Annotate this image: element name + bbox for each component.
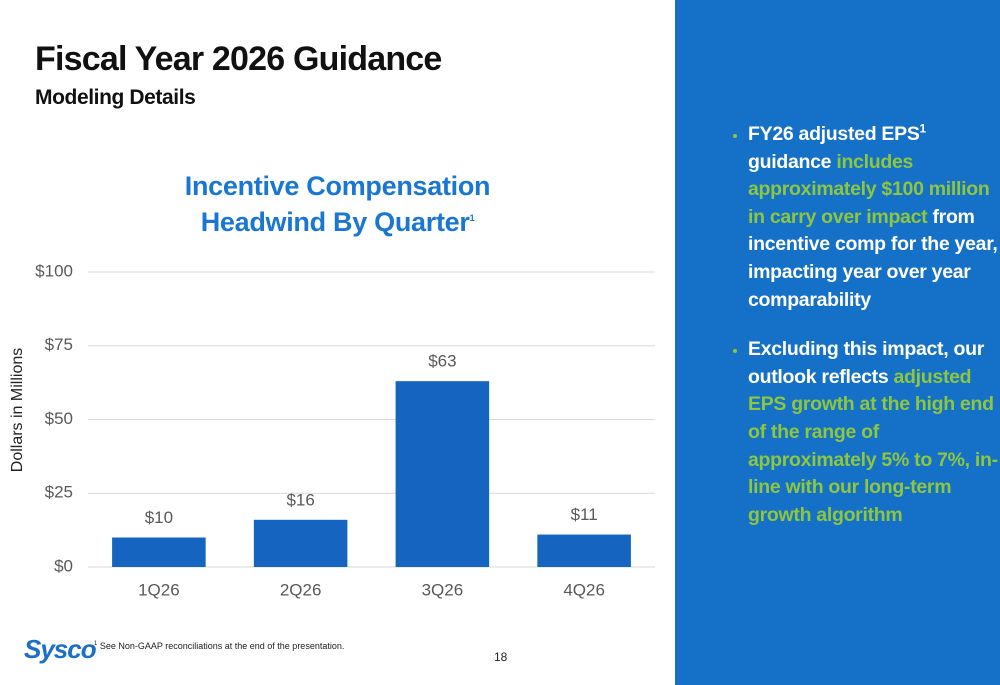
y-tick-label: $0 (54, 556, 73, 575)
bullet-text: Excluding this impact, our outlook refle… (748, 338, 984, 388)
sidebar: FY26 adjusted EPS1 guidance includes app… (675, 0, 1000, 685)
slide-subtitle: Modeling Details (35, 86, 196, 109)
footnote: 1 See Non-GAAP reconciliations at the en… (94, 641, 344, 651)
y-tick-label: $50 (45, 409, 73, 428)
value-label: $16 (286, 490, 314, 509)
value-label: $63 (428, 352, 456, 371)
chart-title-superscript: 1 (469, 213, 475, 223)
logo: Sysco (24, 634, 97, 664)
y-tick-label: $100 (35, 261, 73, 280)
bullet-text: 1 (919, 121, 927, 136)
value-label: $11 (571, 505, 598, 524)
highlight-text: adjusted EPS growth at the high end of t… (748, 365, 998, 526)
bullet: Excluding this impact, our outlook refle… (748, 336, 998, 529)
y-axis-label: Dollars in Millions (9, 348, 26, 472)
bullet-text: guidance (748, 150, 837, 173)
x-tick-label: 4Q26 (563, 580, 605, 599)
bullet: FY26 adjusted EPS1 guidance includes app… (748, 121, 998, 314)
bar (537, 534, 631, 567)
bar (253, 519, 348, 567)
footnote-marker: 1 (94, 641, 98, 647)
x-tick-label: 1Q26 (138, 580, 180, 599)
chart-title-box: Incentive Compensation Headwind By Quart… (160, 168, 515, 240)
x-tick-label: 2Q26 (280, 580, 322, 599)
chart: Dollars in Millions $0 $25 $50 $75 $100 1Q26 $… (9, 261, 655, 599)
page-number: 18 (494, 650, 508, 664)
slide-title: Fiscal Year 2026 Guidance (35, 40, 442, 78)
bullet-list: FY26 adjusted EPS1 guidance includes app… (703, 121, 998, 551)
x-tick-label: 3Q26 (422, 580, 464, 599)
y-tick-label: $75 (45, 335, 73, 354)
bar (395, 381, 490, 567)
bar (112, 537, 206, 567)
footnote-text: See Non-GAAP reconciliations at the end … (99, 641, 345, 651)
bullet-text: from incentive comp for the year, impact… (748, 205, 998, 311)
chart-title: Incentive Compensation Headwind By Quart… (184, 171, 491, 237)
y-tick-label: $25 (45, 483, 73, 502)
value-label: $10 (145, 508, 173, 527)
highlight-text: includes approximately $100 million in c… (748, 150, 990, 228)
bullet-text: FY26 adjusted EPS (748, 123, 920, 145)
